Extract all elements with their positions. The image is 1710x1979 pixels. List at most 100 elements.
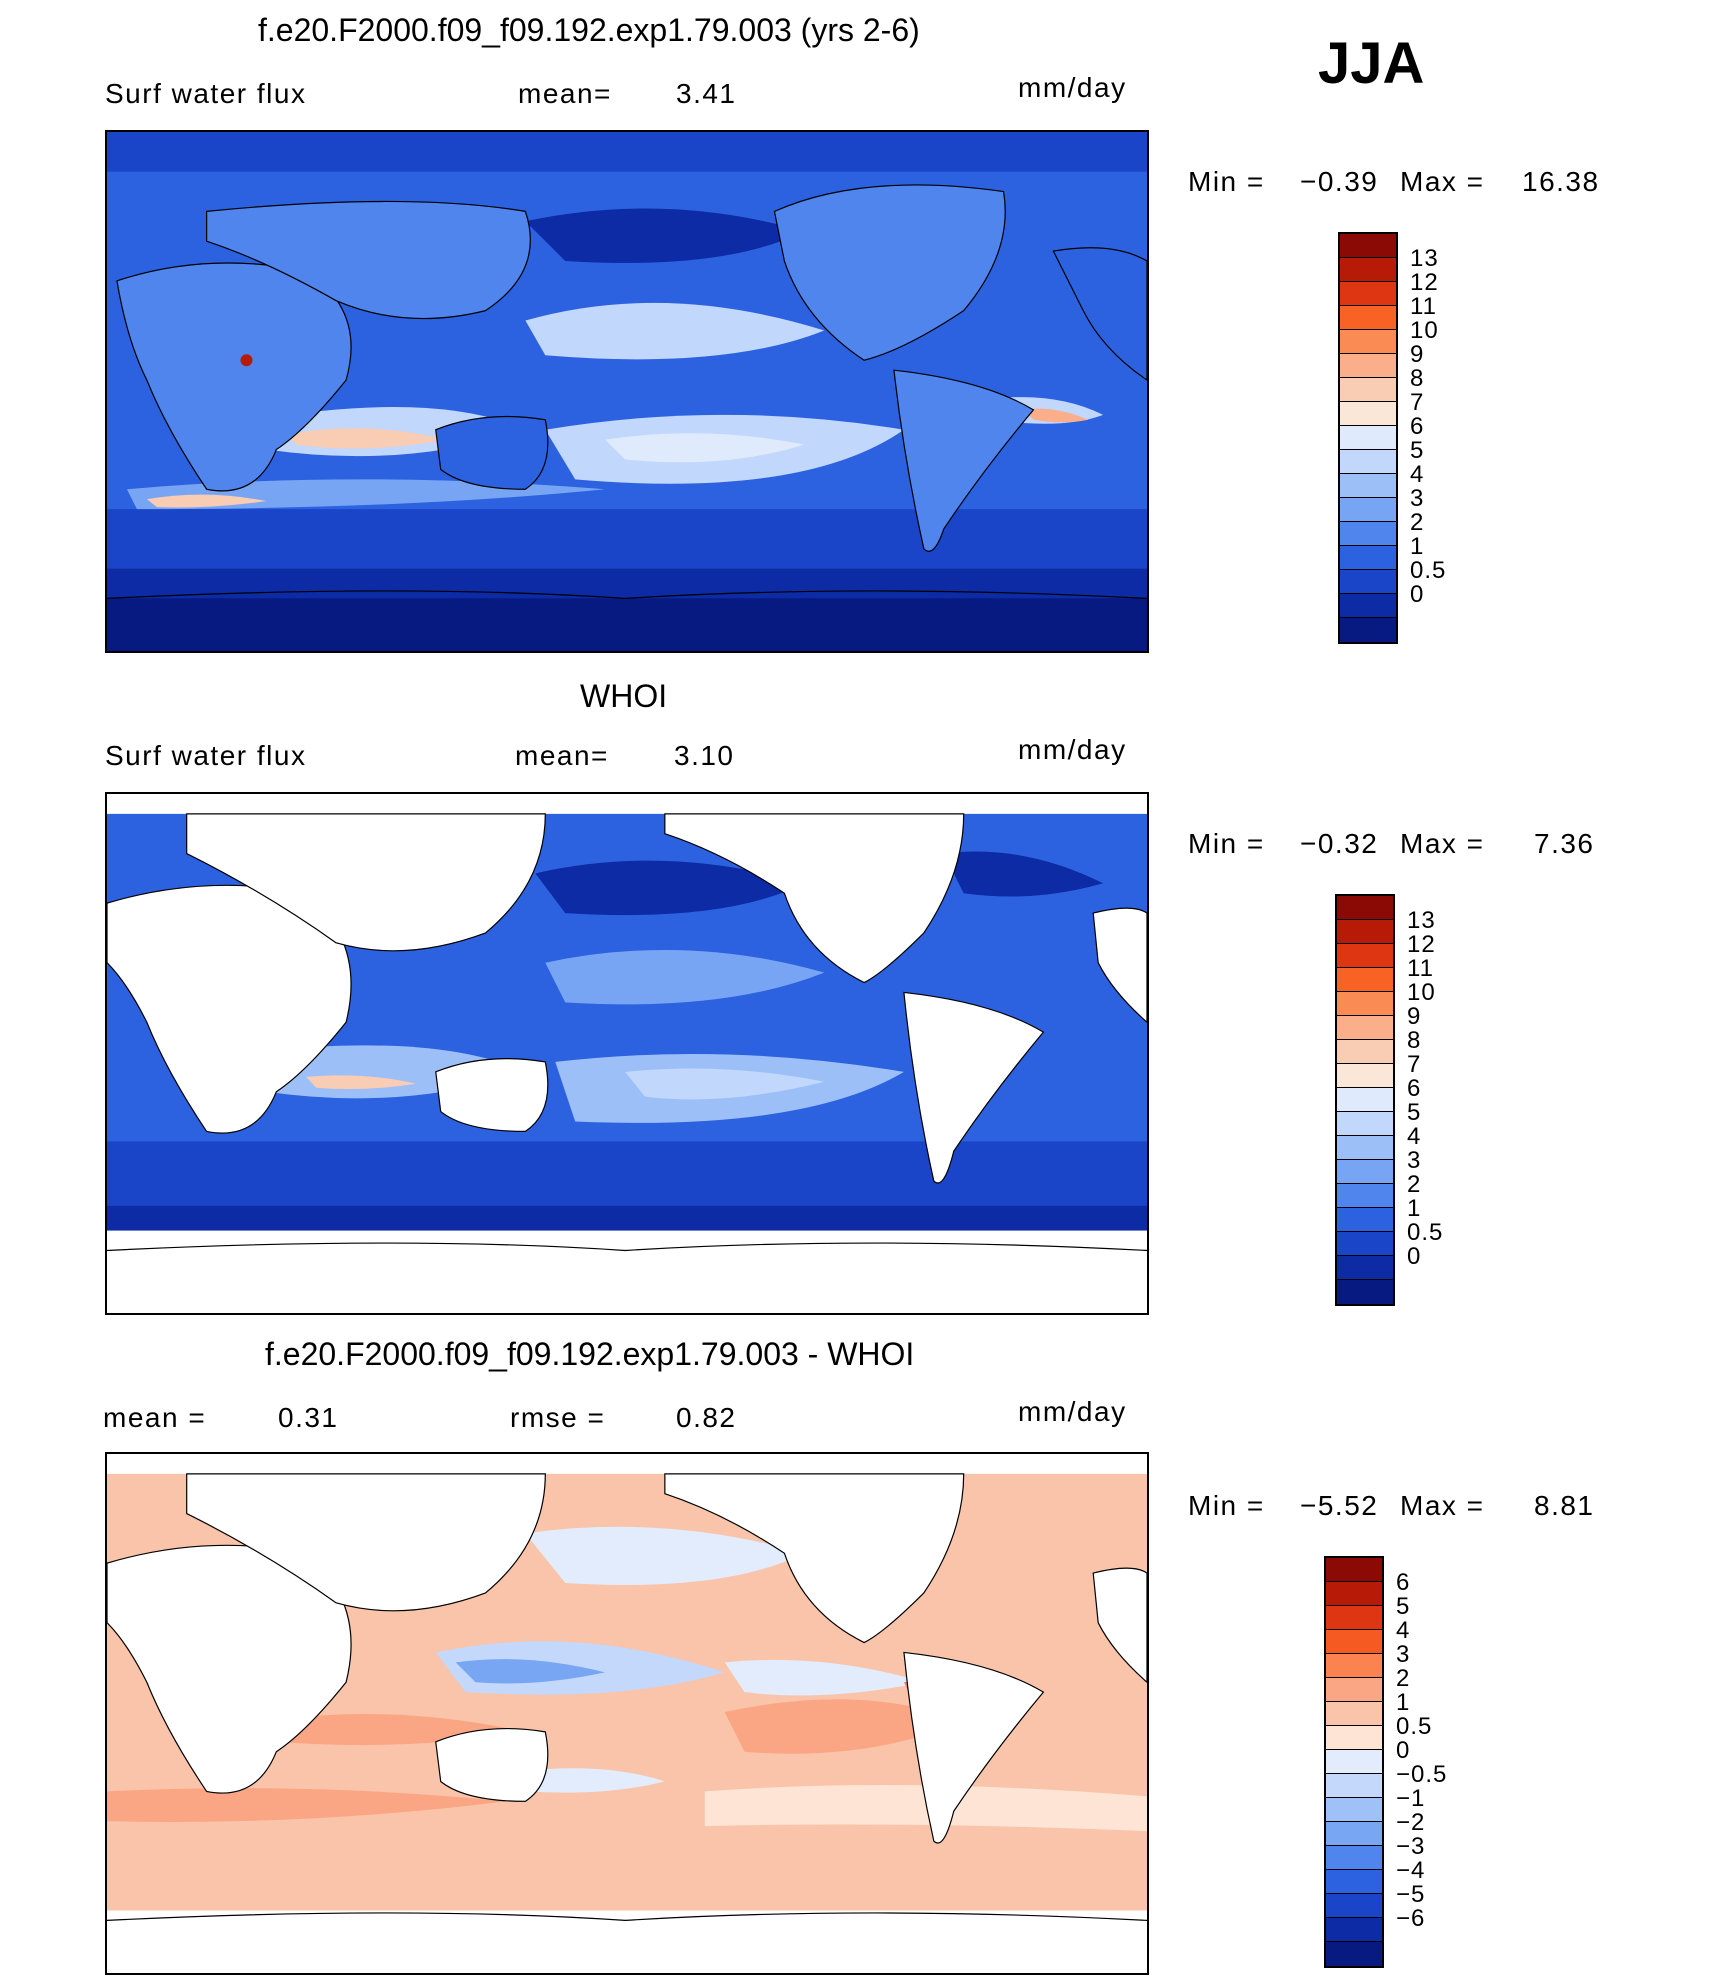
colorbar-tick-label: −6 [1396, 1905, 1426, 1932]
panel1-variable-label: Surf water flux [105, 78, 307, 109]
panel2-contour-field [107, 794, 1147, 1313]
colorbar-tick-label: 10 [1410, 317, 1439, 344]
colorbar-tick-label: 0 [1396, 1737, 1411, 1764]
panel2-colorbar [1335, 894, 1395, 1306]
colorbar-cell [1326, 1942, 1382, 1966]
colorbar-tick-label: 0 [1407, 1243, 1422, 1270]
colorbar-cell [1326, 1798, 1382, 1822]
panel3-map [105, 1452, 1149, 1975]
colorbar-cell [1340, 522, 1396, 546]
colorbar-tick-label: 3 [1396, 1641, 1411, 1668]
colorbar-tick-label: 0 [1410, 581, 1425, 608]
colorbar-tick-label: −3 [1396, 1833, 1426, 1860]
colorbar-cell [1337, 1112, 1393, 1136]
colorbar-cell [1326, 1918, 1382, 1942]
colorbar-cell [1337, 1040, 1393, 1064]
colorbar-cell [1326, 1654, 1382, 1678]
colorbar-tick-label: 3 [1407, 1147, 1422, 1174]
colorbar-cell [1326, 1702, 1382, 1726]
colorbar-cell [1340, 450, 1396, 474]
colorbar-tick-label: 6 [1396, 1569, 1411, 1596]
colorbar-cell [1337, 968, 1393, 992]
colorbar-cell [1326, 1726, 1382, 1750]
colorbar-cell [1340, 474, 1396, 498]
panel2-mean-value: 3.10 [674, 740, 735, 771]
colorbar-tick-label: 0.5 [1396, 1713, 1433, 1740]
colorbar-cell [1337, 1088, 1393, 1112]
panel1-mean-label: mean= [518, 78, 612, 109]
colorbar-cell [1340, 426, 1396, 450]
colorbar-tick-label: 7 [1407, 1051, 1422, 1078]
colorbar-cell [1326, 1606, 1382, 1630]
colorbar-tick-label: 5 [1407, 1099, 1422, 1126]
panel3-contour-field [107, 1454, 1147, 1973]
panel3-min-value: −5.52 [1300, 1490, 1379, 1521]
colorbar-tick-label: 3 [1410, 485, 1425, 512]
panel3-rmse-value: 0.82 [676, 1402, 737, 1433]
panel2-units: mm/day [1018, 734, 1127, 765]
colorbar-tick-label: −1 [1396, 1785, 1426, 1812]
colorbar-tick-label: 1 [1407, 1195, 1422, 1222]
colorbar-tick-label: 9 [1407, 1003, 1422, 1030]
colorbar-tick-label: 4 [1407, 1123, 1422, 1150]
colorbar-tick-label: 10 [1407, 979, 1436, 1006]
colorbar-cell [1337, 896, 1393, 920]
colorbar-tick-label: 1 [1396, 1689, 1411, 1716]
colorbar-tick-label: 0.5 [1407, 1219, 1444, 1246]
colorbar-cell [1326, 1894, 1382, 1918]
colorbar-tick-label: 5 [1396, 1593, 1411, 1620]
panel1-min-value: −0.39 [1300, 166, 1379, 197]
panel1-colorbar [1338, 232, 1398, 644]
colorbar-tick-label: 9 [1410, 341, 1425, 368]
colorbar-cell [1340, 282, 1396, 306]
colorbar-cell [1340, 546, 1396, 570]
colorbar-cell [1340, 570, 1396, 594]
colorbar-tick-label: 4 [1410, 461, 1425, 488]
colorbar-tick-label: 2 [1396, 1665, 1411, 1692]
colorbar-tick-label: 8 [1410, 365, 1425, 392]
panel2-min-value: −0.32 [1300, 828, 1379, 859]
panel2-map [105, 792, 1149, 1315]
panel2-max-label: Max = [1400, 828, 1485, 859]
colorbar-cell [1337, 1280, 1393, 1304]
colorbar-cell [1340, 354, 1396, 378]
colorbar-tick-label: 11 [1407, 955, 1434, 982]
colorbar-cell [1340, 498, 1396, 522]
colorbar-tick-label: 2 [1410, 509, 1425, 536]
panel1-contour-field [107, 132, 1147, 651]
panel1-max-value: 16.38 [1522, 166, 1600, 197]
panel3-units: mm/day [1018, 1396, 1127, 1427]
colorbar-cell [1337, 1064, 1393, 1088]
panel1-max-label: Max = [1400, 166, 1485, 197]
panel1-map [105, 130, 1149, 653]
colorbar-tick-label: −2 [1396, 1809, 1426, 1836]
colorbar-tick-label: 6 [1410, 413, 1425, 440]
colorbar-cell [1337, 1232, 1393, 1256]
panel3-max-label: Max = [1400, 1490, 1485, 1521]
panel3-mean-label: mean = [103, 1402, 207, 1433]
colorbar-cell [1326, 1678, 1382, 1702]
colorbar-cell [1326, 1774, 1382, 1798]
colorbar-cell [1337, 992, 1393, 1016]
colorbar-cell [1337, 1208, 1393, 1232]
colorbar-cell [1326, 1630, 1382, 1654]
panel2-variable-label: Surf water flux [105, 740, 307, 771]
colorbar-cell [1337, 920, 1393, 944]
colorbar-tick-label: 4 [1396, 1617, 1411, 1644]
colorbar-cell [1340, 306, 1396, 330]
panel2-mean-label: mean= [515, 740, 609, 771]
panel1-min-label: Min = [1188, 166, 1265, 197]
colorbar-cell [1340, 330, 1396, 354]
colorbar-cell [1326, 1558, 1382, 1582]
colorbar-tick-label: 12 [1410, 269, 1439, 296]
colorbar-cell [1340, 402, 1396, 426]
colorbar-cell [1326, 1870, 1382, 1894]
colorbar-tick-label: −4 [1396, 1857, 1426, 1884]
colorbar-tick-label: 5 [1410, 437, 1425, 464]
colorbar-tick-label: −0.5 [1396, 1761, 1448, 1788]
colorbar-tick-label: 12 [1407, 931, 1436, 958]
panel1-units: mm/day [1018, 72, 1127, 103]
colorbar-tick-label: 13 [1407, 907, 1436, 934]
panel2-max-value: 7.36 [1534, 828, 1595, 859]
season-label: JJA [1318, 31, 1425, 96]
